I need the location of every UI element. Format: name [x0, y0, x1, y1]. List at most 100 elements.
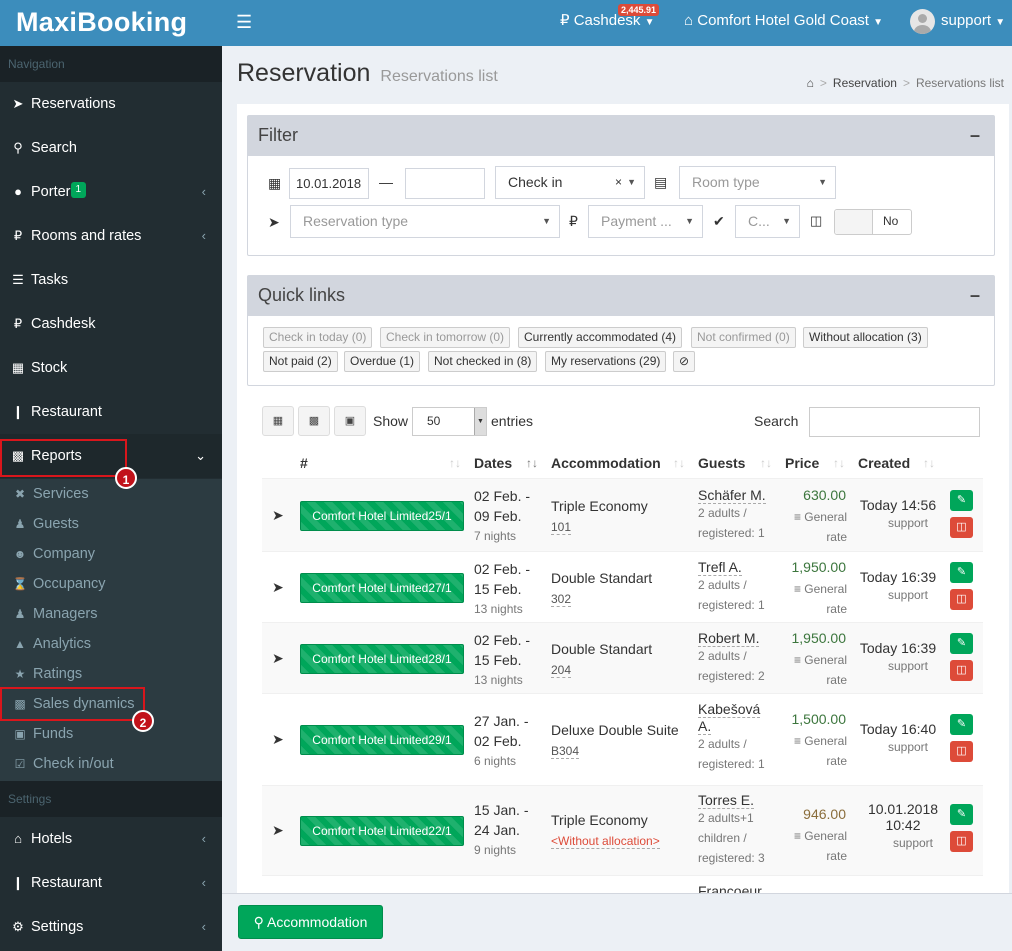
submenu-item-sales-dynamics[interactable]: ▩ Sales dynamics — [0, 689, 222, 719]
delete-icon[interactable]: ◫ — [950, 831, 973, 852]
table-search-input[interactable] — [809, 407, 980, 437]
sidebar-item-restaurant-settings[interactable]: ❙ Restaurant ‹ — [0, 861, 222, 905]
delete-icon[interactable]: ◫ — [950, 589, 973, 610]
sidebar-item-restaurant[interactable]: ❙ Restaurant — [0, 390, 222, 434]
guest-name-link[interactable]: Robert M. — [698, 630, 760, 647]
reservation-number-button[interactable]: Comfort Hotel Limited28/1 — [300, 644, 464, 674]
quick-link-currently-accommodated[interactable]: Currently accommodated (4) — [518, 327, 683, 348]
sort-icon[interactable]: ↑↓ — [760, 456, 772, 470]
edit-icon[interactable]: ✎ — [950, 562, 973, 583]
collapse-icon[interactable]: – — [969, 125, 980, 145]
collapse-icon[interactable]: – — [969, 285, 980, 305]
submenu-item-check-in-out[interactable]: ☑ Check in/out — [0, 749, 222, 781]
quick-link-overdue[interactable]: Overdue (1) — [344, 351, 421, 372]
date-end: 15 Feb. — [474, 581, 522, 597]
sidebar-item-settings[interactable]: ⚙ Settings ‹ — [0, 905, 222, 949]
sidebar-item-hotels[interactable]: ⌂ Hotels ‹ — [0, 817, 222, 861]
edit-icon[interactable]: ✎ — [950, 490, 973, 511]
sidebar-item-cashdesk[interactable]: ₽ Cashdesk — [0, 302, 222, 346]
quick-link-not-checked-in[interactable]: Not checked in (8) — [428, 351, 538, 372]
user-menu[interactable]: support ▼ — [910, 0, 1005, 44]
quick-link-check-in-today[interactable]: Check in today (0) — [263, 327, 373, 348]
price-value: 630.00 — [803, 487, 846, 503]
room-number-link[interactable]: B304 — [551, 744, 580, 759]
guest-name-link[interactable]: Torres E. — [698, 792, 755, 809]
room-number-link[interactable]: 204 — [551, 663, 572, 678]
sort-icon[interactable]: ↑↓ — [673, 456, 685, 470]
submenu-item-company[interactable]: ☻ Company — [0, 539, 222, 569]
without-allocation-link[interactable]: <Without allocation> — [551, 834, 660, 849]
reservation-number-button[interactable]: Comfort Hotel Limited29/1 — [300, 725, 464, 755]
clear-icon[interactable]: × — [614, 175, 622, 189]
date-from-input[interactable]: 10.01.2018 — [289, 168, 369, 199]
guest-name-link[interactable]: Trefl A. — [698, 559, 742, 576]
room-number-link[interactable]: 101 — [551, 520, 572, 535]
quick-link-without-allocation[interactable]: Without allocation (3) — [803, 327, 928, 348]
entries-select[interactable]: 50 ▼ — [412, 407, 487, 436]
quick-link-reset-icon[interactable]: ⊘ — [673, 351, 695, 372]
edit-icon[interactable]: ✎ — [950, 633, 973, 654]
delete-icon[interactable]: ◫ — [950, 660, 973, 681]
sort-desc-icon[interactable]: ↑↓ — [526, 456, 538, 470]
submenu-item-analytics[interactable]: ▲ Analytics — [0, 629, 222, 659]
sort-icon[interactable]: ↑↓ — [923, 456, 935, 470]
delete-icon[interactable]: ◫ — [950, 741, 973, 762]
submenu-item-guests[interactable]: ♟ Guests — [0, 509, 222, 539]
room-number-link[interactable]: 302 — [551, 592, 572, 607]
excel-export-icon[interactable]: ▣ — [334, 406, 366, 436]
paper-plane-icon: ➤ — [272, 650, 284, 666]
sidebar-item-reports[interactable]: ▩ Reports ⌄ — [0, 434, 222, 478]
sort-icon[interactable]: ↑↓ — [449, 456, 461, 470]
table-view-icon[interactable]: ▦ — [262, 406, 294, 436]
home-icon[interactable]: ⌂ — [806, 76, 814, 90]
delete-icon[interactable]: ◫ — [950, 517, 973, 538]
reservation-number-button[interactable]: Comfort Hotel Limited22/1 — [300, 816, 464, 846]
quick-link-check-in-tomorrow[interactable]: Check in tomorrow (0) — [380, 327, 511, 348]
column-header-guests[interactable]: Guests — [698, 455, 746, 471]
column-header-dates[interactable]: Dates — [474, 455, 513, 471]
date-to-input[interactable] — [405, 168, 485, 199]
hamburger-menu-icon[interactable]: ☰ — [236, 12, 253, 32]
sidebar-item-rooms-and-rates[interactable]: ₽ Rooms and rates ‹ — [0, 214, 222, 258]
annotation-box-reports — [0, 439, 127, 477]
column-header-number[interactable]: # — [300, 455, 308, 471]
reservation-number-button[interactable]: Comfort Hotel Limited27/1 — [300, 573, 464, 603]
submenu-item-funds[interactable]: ▣ Funds — [0, 719, 222, 749]
edit-icon[interactable]: ✎ — [950, 714, 973, 735]
column-header-price[interactable]: Price — [785, 455, 820, 471]
submenu-item-occupancy[interactable]: ⌛ Occupancy — [0, 569, 222, 599]
confirmation-select[interactable]: C... ▼ — [735, 205, 800, 238]
submenu-item-managers[interactable]: ♟ Managers — [0, 599, 222, 629]
sidebar-item-porter[interactable]: ● Porter 1 ‹ — [0, 170, 222, 214]
hotel-selector[interactable]: ⌂ Comfort Hotel Gold Coast ▼ — [684, 0, 883, 44]
guest-name-link[interactable]: Kabešová — [698, 701, 761, 718]
quick-link-my-reservations[interactable]: My reservations (29) — [545, 351, 667, 372]
payment-select[interactable]: Payment ... ▼ — [588, 205, 703, 238]
rate-name: General — [804, 510, 847, 524]
edit-icon[interactable]: ✎ — [950, 804, 973, 825]
quick-link-not-confirmed[interactable]: Not confirmed (0) — [691, 327, 796, 348]
deleted-toggle[interactable]: No — [834, 209, 912, 235]
sort-icon[interactable]: ↑↓ — [833, 456, 845, 470]
breadcrumb-item-reservation[interactable]: Reservation — [832, 76, 897, 90]
guest-name-link[interactable]: Schäfer M. — [698, 487, 766, 504]
pdf-export-icon[interactable]: ▩ — [298, 406, 330, 436]
sidebar-item-stock[interactable]: ▦ Stock — [0, 346, 222, 390]
sidebar-item-reservations[interactable]: ➤ Reservations — [0, 82, 222, 126]
guest-name-link[interactable]: A. — [698, 718, 712, 735]
date-type-select[interactable]: Check in × ▼ — [495, 166, 645, 199]
reservation-type-select[interactable]: Reservation type ▼ — [290, 205, 560, 238]
quick-link-not-paid[interactable]: Not paid (2) — [263, 351, 338, 372]
cashdesk-menu[interactable]: ₽ Cashdesk ▼ — [560, 0, 655, 44]
column-header-created[interactable]: Created — [858, 455, 911, 471]
room-type-select[interactable]: Room type ▼ — [679, 166, 836, 199]
gears-icon: ⚙ — [12, 919, 24, 934]
sidebar-item-tasks[interactable]: ☰ Tasks — [0, 258, 222, 302]
submenu-item-services[interactable]: ✖ Services — [0, 479, 222, 509]
submenu-item-ratings[interactable]: ★ Ratings — [0, 659, 222, 689]
column-header-accommodation[interactable]: Accommodation — [551, 455, 661, 471]
accommodation-button[interactable]: ⚲ Accommodation — [238, 905, 383, 939]
sidebar-item-search[interactable]: ⚲ Search — [0, 126, 222, 170]
reservation-number-button[interactable]: Comfort Hotel Limited25/1 — [300, 501, 464, 531]
app-logo[interactable]: MaxiBooking — [0, 0, 222, 46]
